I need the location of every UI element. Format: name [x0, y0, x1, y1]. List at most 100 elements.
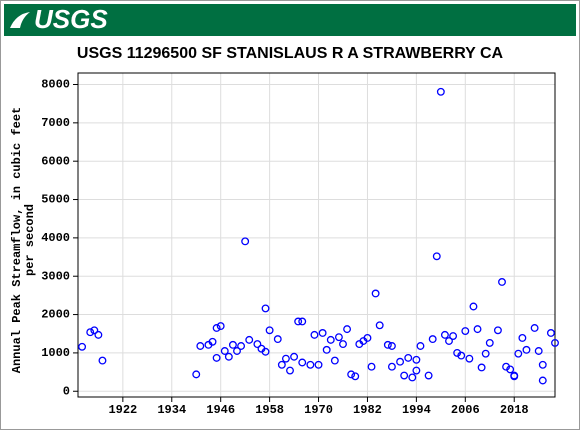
- point: [498, 278, 506, 286]
- point: [432, 252, 441, 261]
- point: [224, 352, 233, 361]
- x-tick-label: 2006: [451, 403, 480, 417]
- point: [212, 353, 221, 362]
- y-axis-label: Annual Peak Streamflow, in cubic feet: [10, 107, 24, 373]
- point: [286, 366, 294, 375]
- point: [290, 352, 299, 361]
- point: [387, 362, 396, 371]
- y-tick-label: 1000: [41, 346, 70, 360]
- point: [371, 289, 380, 298]
- point: [367, 362, 376, 371]
- point: [465, 354, 474, 363]
- x-tick-label: 2018: [500, 403, 529, 417]
- point: [322, 345, 331, 354]
- point: [233, 347, 241, 355]
- point: [473, 325, 482, 334]
- point: [506, 365, 515, 374]
- point: [436, 87, 445, 96]
- point: [461, 327, 470, 335]
- point: [424, 371, 433, 380]
- y-tick-label: 6000: [41, 154, 70, 168]
- point: [408, 373, 417, 382]
- point: [522, 345, 531, 354]
- point: [510, 371, 519, 380]
- point: [546, 329, 555, 337]
- logo-icon: [10, 12, 30, 28]
- y-tick-label: 4000: [41, 231, 70, 245]
- point: [90, 326, 99, 335]
- point: [518, 334, 527, 342]
- x-tick-label: 1958: [255, 403, 284, 417]
- point: [538, 376, 547, 385]
- x-tick-label: 1994: [402, 403, 431, 417]
- point: [318, 329, 327, 337]
- plot-border: [77, 72, 556, 398]
- x-tick-label: 1946: [206, 403, 235, 417]
- point: [428, 335, 437, 344]
- point: [514, 349, 523, 358]
- point: [387, 342, 396, 350]
- point: [416, 342, 425, 350]
- point: [212, 324, 221, 332]
- point: [241, 237, 250, 246]
- point: [94, 330, 103, 339]
- point: [469, 302, 478, 311]
- point: [351, 372, 360, 381]
- point: [412, 355, 421, 364]
- point: [485, 338, 494, 347]
- point: [404, 353, 413, 362]
- point: [216, 322, 225, 331]
- point: [339, 340, 347, 349]
- point: [396, 357, 405, 366]
- y-tick-label: 8000: [41, 78, 70, 92]
- point: [265, 326, 274, 335]
- y-axis-label: per second: [23, 204, 37, 276]
- point: [237, 342, 246, 350]
- point: [457, 351, 466, 360]
- y-tick-label: 5000: [41, 193, 70, 207]
- point: [334, 333, 343, 342]
- point: [192, 370, 201, 379]
- point: [400, 371, 409, 380]
- point: [326, 335, 335, 344]
- chart-title: USGS 11296500 SF STANISLAUS R A STRAWBER…: [77, 45, 504, 62]
- y-tick-label: 7000: [41, 116, 70, 130]
- point: [481, 349, 490, 358]
- point: [245, 335, 254, 344]
- point: [343, 325, 352, 334]
- point: [253, 340, 262, 349]
- point: [196, 342, 205, 350]
- point: [306, 360, 315, 369]
- point: [477, 363, 486, 372]
- x-tick-label: 1970: [304, 403, 333, 417]
- point: [440, 330, 449, 339]
- point: [294, 317, 303, 326]
- y-tick-label: 3000: [41, 269, 70, 283]
- point: [530, 324, 539, 332]
- point: [298, 317, 307, 326]
- y-tick-label: 0: [63, 384, 70, 398]
- point: [314, 360, 323, 369]
- point: [277, 360, 286, 369]
- point: [330, 356, 339, 365]
- point: [449, 332, 458, 340]
- point: [86, 328, 95, 337]
- y-tick-label: 2000: [41, 308, 70, 322]
- point: [310, 330, 319, 339]
- point: [208, 337, 217, 346]
- x-tick-label: 1922: [108, 403, 137, 417]
- x-tick-label: 1934: [157, 403, 186, 417]
- point: [347, 370, 356, 379]
- point: [493, 326, 502, 335]
- point: [78, 342, 87, 351]
- point: [538, 360, 547, 369]
- point: [261, 347, 270, 356]
- point: [551, 338, 559, 347]
- point: [261, 304, 270, 313]
- point: [383, 340, 392, 349]
- logo: USGS: [34, 4, 108, 34]
- point: [534, 347, 543, 355]
- point: [445, 337, 453, 345]
